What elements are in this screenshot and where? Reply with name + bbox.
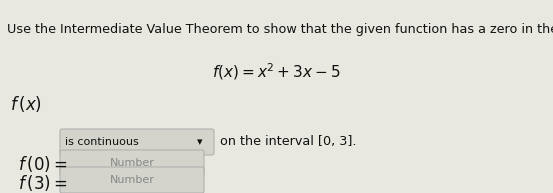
Text: Use the Intermediate Value Theorem to show that the given function has a zero in: Use the Intermediate Value Theorem to sh… [7,23,553,36]
Text: Number: Number [109,158,154,168]
Text: Number: Number [109,175,154,185]
Text: ▾: ▾ [197,137,203,147]
Text: $f\,(0) =$: $f\,(0) =$ [18,155,67,174]
FancyBboxPatch shape [60,129,214,155]
Text: $f\,(x)$: $f\,(x)$ [10,94,42,114]
Text: is continuous: is continuous [65,137,139,147]
Text: $f\,(3) =$: $f\,(3) =$ [18,173,67,193]
FancyBboxPatch shape [60,150,204,176]
FancyBboxPatch shape [60,167,204,193]
Text: $f(x) = x^2 + 3x - 5$: $f(x) = x^2 + 3x - 5$ [212,62,341,82]
Text: on the interval [0, 3].: on the interval [0, 3]. [220,135,357,148]
